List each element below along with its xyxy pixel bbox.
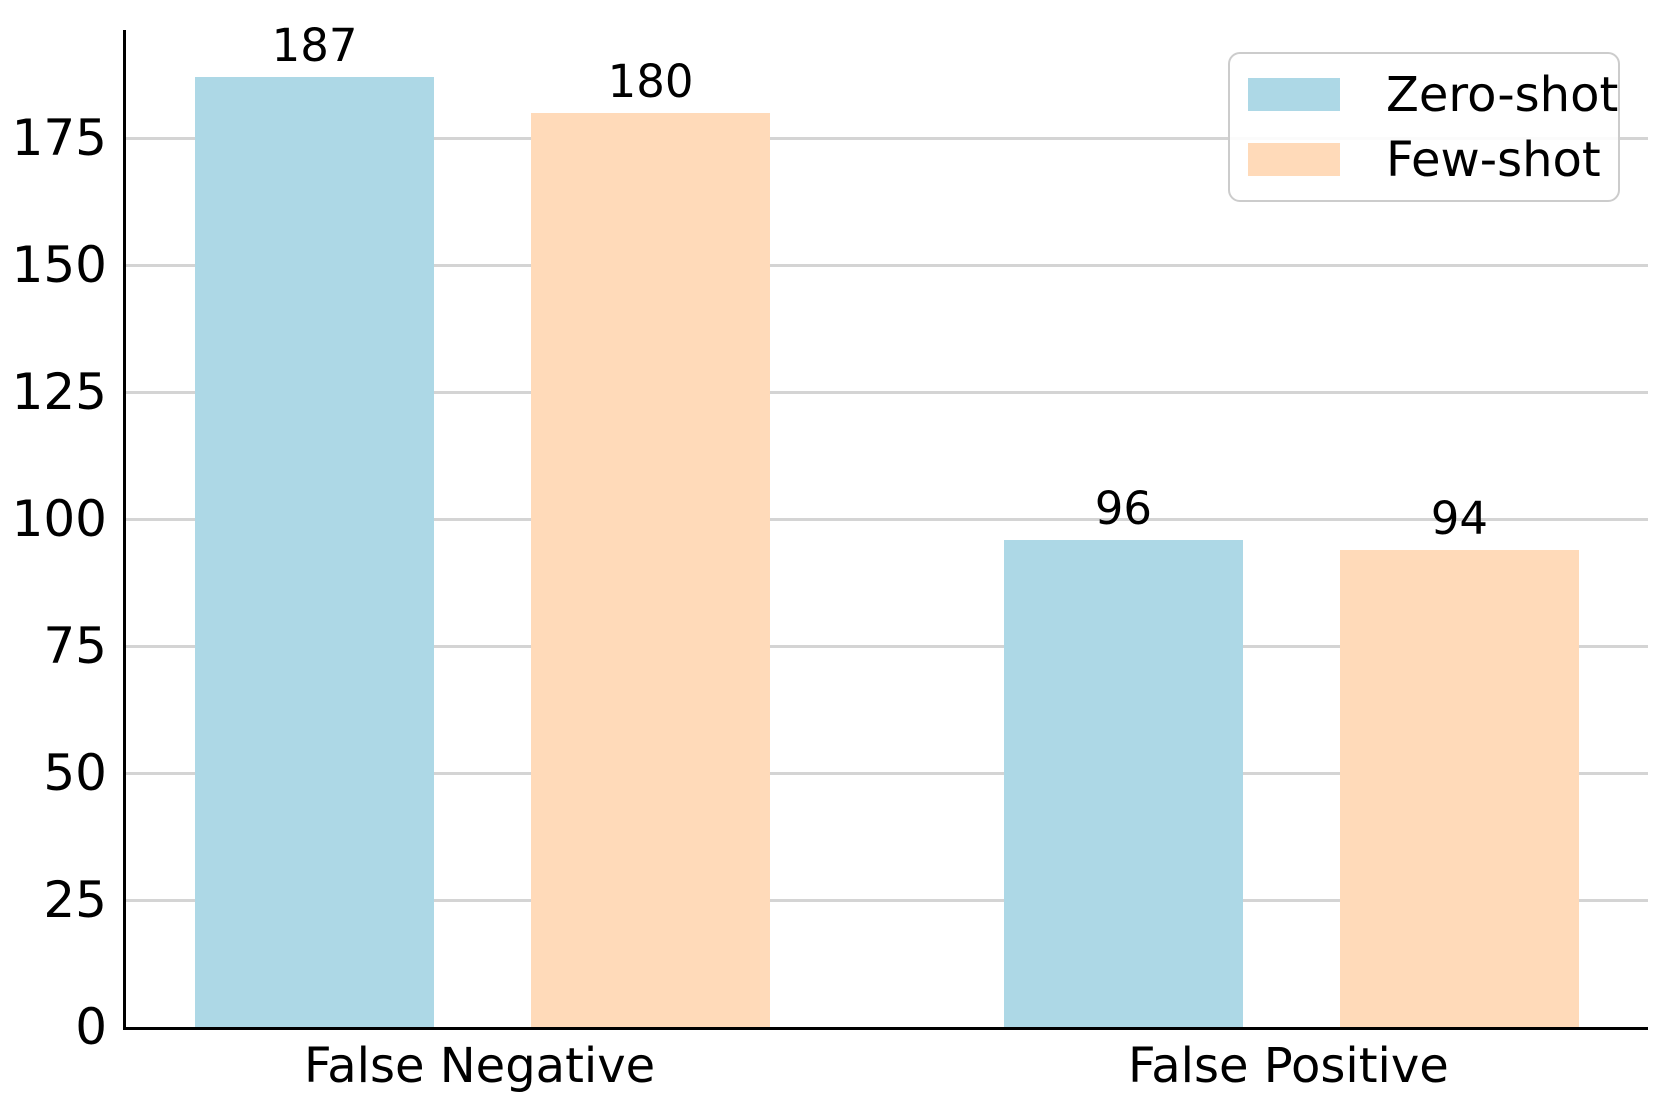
- gridline-y-150: [126, 263, 1648, 267]
- category-label-false-positive: False Positive: [1127, 1038, 1449, 1094]
- gridline-y-75: [126, 644, 1648, 648]
- bar-zero-shot-false-negative: [195, 77, 435, 1027]
- zero-shot-swatch: [1248, 78, 1340, 111]
- few-shot-swatch: [1248, 143, 1340, 176]
- ytick-label-75: 75: [43, 617, 107, 676]
- bar-value-label: 94: [1430, 491, 1489, 545]
- ytick-label-175: 175: [11, 109, 107, 168]
- legend-item-few-shot: Few-shot: [1230, 132, 1618, 188]
- bar-value-label: 187: [271, 19, 358, 73]
- legend-label-few-shot: Few-shot: [1386, 131, 1601, 188]
- ytick-label-100: 100: [11, 490, 107, 549]
- ytick-label-25: 25: [43, 871, 107, 930]
- bar-value-label: 180: [607, 55, 694, 109]
- ytick-label-0: 0: [75, 998, 107, 1056]
- ytick-label-50: 50: [43, 744, 107, 803]
- ytick-label-150: 150: [11, 236, 107, 295]
- legend-item-zero-shot: Zero-shot: [1230, 67, 1618, 123]
- bar-value-label: 96: [1094, 481, 1152, 535]
- gridline-y-100: [126, 517, 1648, 521]
- gridline-y-50: [126, 771, 1648, 775]
- plot-area: 187 96 180 94: [123, 19, 1648, 1030]
- bar-few-shot-false-negative: [531, 113, 771, 1027]
- legend: Zero-shot Few-shot: [1228, 52, 1620, 202]
- gridline-y-175: [126, 136, 1648, 140]
- ytick-label-125: 125: [11, 363, 107, 422]
- gridline-y-25: [126, 898, 1648, 902]
- category-label-false-negative: False Negative: [304, 1038, 656, 1094]
- gridline-y-125: [126, 390, 1648, 394]
- bar-few-shot-false-positive: [1339, 549, 1579, 1027]
- bar-zero-shot-false-positive: [1003, 539, 1243, 1027]
- legend-label-zero-shot: Zero-shot: [1386, 66, 1619, 123]
